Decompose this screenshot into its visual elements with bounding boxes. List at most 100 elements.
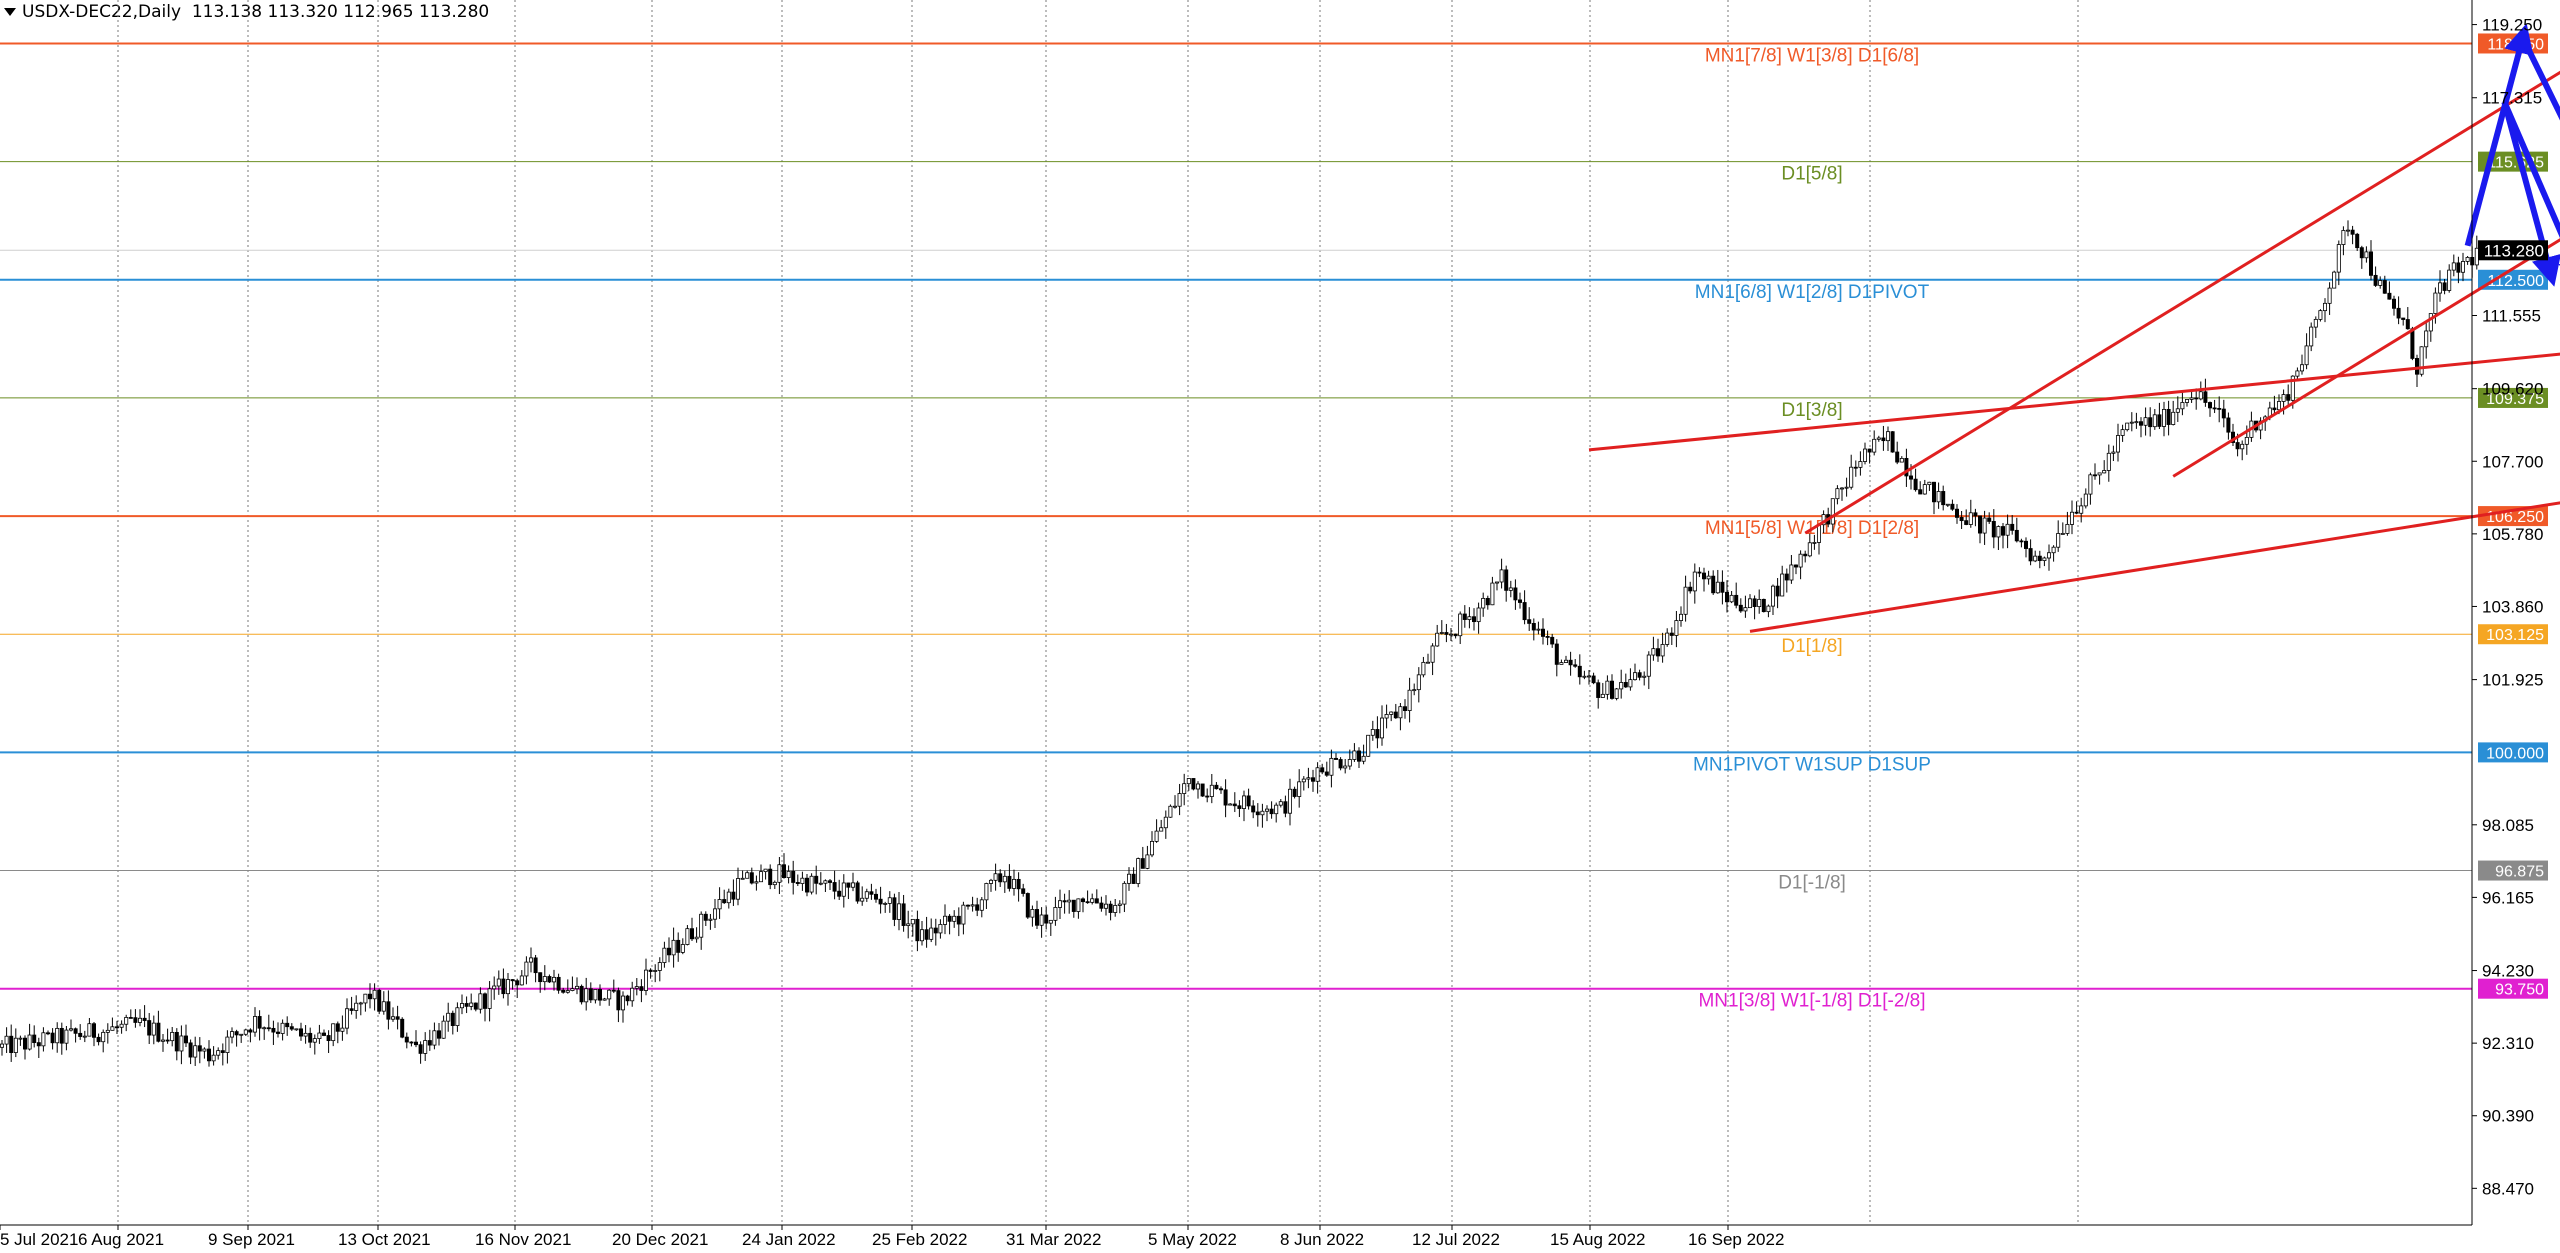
candle-bull	[680, 944, 685, 953]
candle-bear	[156, 1022, 161, 1042]
candle-bear	[1513, 587, 1518, 601]
candle-bull	[644, 969, 649, 991]
trend-line-channel-lower	[1749, 501, 2560, 633]
candle-bull	[1145, 854, 1150, 869]
candle-bear	[1554, 643, 1559, 665]
candle-bull	[1186, 778, 1191, 785]
candle-bear	[183, 1035, 188, 1044]
candle-bear	[335, 1023, 340, 1032]
candle-bull	[809, 875, 814, 893]
candle-bear	[2405, 319, 2410, 330]
candle-bull	[354, 1002, 359, 1011]
candle-bear	[1720, 581, 1725, 593]
candle-bear	[538, 972, 543, 983]
level-price-label: 100.000	[2486, 745, 2544, 762]
level-price-tag	[2478, 269, 2548, 290]
level-price-tag	[2478, 978, 2548, 999]
candle-bear	[367, 993, 372, 1000]
candle-bull	[2051, 546, 2056, 554]
candle-bull	[211, 1054, 216, 1062]
candle-bear	[924, 929, 929, 940]
candle-bull	[1886, 431, 1891, 442]
candle-bull	[2152, 414, 2157, 428]
candle-bear	[266, 1027, 271, 1030]
candle-bull	[2276, 401, 2281, 411]
candle-bear	[285, 1022, 290, 1028]
level-price-label: 112.500	[2487, 273, 2544, 290]
candle-bull	[487, 988, 492, 1009]
y-tick-label: 103.860	[2482, 597, 2543, 616]
candle-bull	[2083, 493, 2088, 507]
candle-bull	[2111, 451, 2116, 454]
candle-bear	[782, 864, 787, 878]
candle-bull	[2033, 555, 2038, 562]
candle-bear	[418, 1044, 423, 1054]
candle-bull	[1968, 512, 1973, 525]
candle-bear	[731, 891, 736, 900]
candle-bear	[2401, 317, 2406, 320]
x-tick-label: 31 Mar 2022	[1006, 1230, 1101, 1249]
candle-bear	[2028, 548, 2033, 562]
forecast-arrow	[2520, 36, 2560, 121]
candle-bear	[1324, 771, 1329, 776]
x-tick-label: 16 Sep 2022	[1688, 1230, 1784, 1249]
candle-bull	[2180, 402, 2185, 410]
candle-bull	[1352, 750, 1357, 760]
candle-bull	[432, 1030, 437, 1046]
candle-bull	[2318, 310, 2323, 320]
candle-bull	[1439, 632, 1444, 634]
y-tick-label: 111.555	[2482, 307, 2541, 326]
candle-bull	[759, 871, 764, 883]
candle-bear	[1131, 873, 1136, 884]
candle-bear	[1338, 759, 1343, 769]
candle-bull	[699, 913, 704, 938]
candle-bear	[1375, 729, 1380, 739]
candle-bear	[174, 1031, 179, 1052]
candle-bull	[1389, 711, 1394, 715]
candle-bear	[2272, 407, 2277, 411]
level-label: D1[3/8]	[1781, 400, 1842, 421]
candle-bull	[1384, 714, 1389, 719]
candle-bear	[1550, 636, 1555, 645]
candle-bull	[1743, 607, 1748, 612]
candles	[0, 220, 2484, 1067]
candle-bull	[2097, 472, 2102, 476]
candle-bull	[1835, 488, 1840, 500]
candle-bear	[1071, 899, 1076, 912]
level-label: MN1[6/8] W1[2/8] D1PIVOT	[1695, 282, 1930, 303]
candle-bear	[1462, 613, 1467, 620]
candle-bull	[1780, 573, 1785, 597]
candle-bull	[1380, 717, 1385, 739]
candle-bull	[1789, 564, 1794, 581]
candle-bull	[1679, 613, 1684, 621]
x-tick-label: 9 Sep 2021	[208, 1230, 295, 1249]
candle-bear	[1393, 711, 1398, 719]
candle-bear	[1909, 475, 1914, 480]
candle-bull	[1288, 788, 1293, 814]
candle-bull	[1426, 661, 1431, 664]
candle-bull	[740, 877, 745, 880]
candle-bear	[2194, 397, 2199, 400]
dropdown-triangle-icon[interactable]	[4, 8, 16, 16]
candle-bear	[722, 899, 727, 904]
candle-bull	[1559, 662, 1564, 665]
candle-bull	[952, 915, 957, 922]
candle-bear	[1232, 803, 1237, 807]
candle-bear	[588, 988, 593, 1001]
candle-bear	[1941, 491, 1946, 506]
candle-bull	[1306, 777, 1311, 780]
candle-bear	[1292, 788, 1297, 797]
candle-bull	[469, 1002, 474, 1007]
candle-bull	[823, 880, 828, 884]
candle-bull	[340, 1027, 345, 1032]
candle-bear	[133, 1017, 138, 1023]
candle-bear	[2166, 408, 2171, 425]
candle-bear	[2207, 402, 2212, 409]
candle-bull	[1996, 526, 2001, 538]
candle-bull	[584, 988, 589, 1003]
candle-bull	[1844, 486, 1849, 489]
candle-bull	[630, 987, 635, 1002]
candle-bear	[2212, 407, 2217, 410]
x-tick-label: 5 May 2022	[1148, 1230, 1237, 1249]
